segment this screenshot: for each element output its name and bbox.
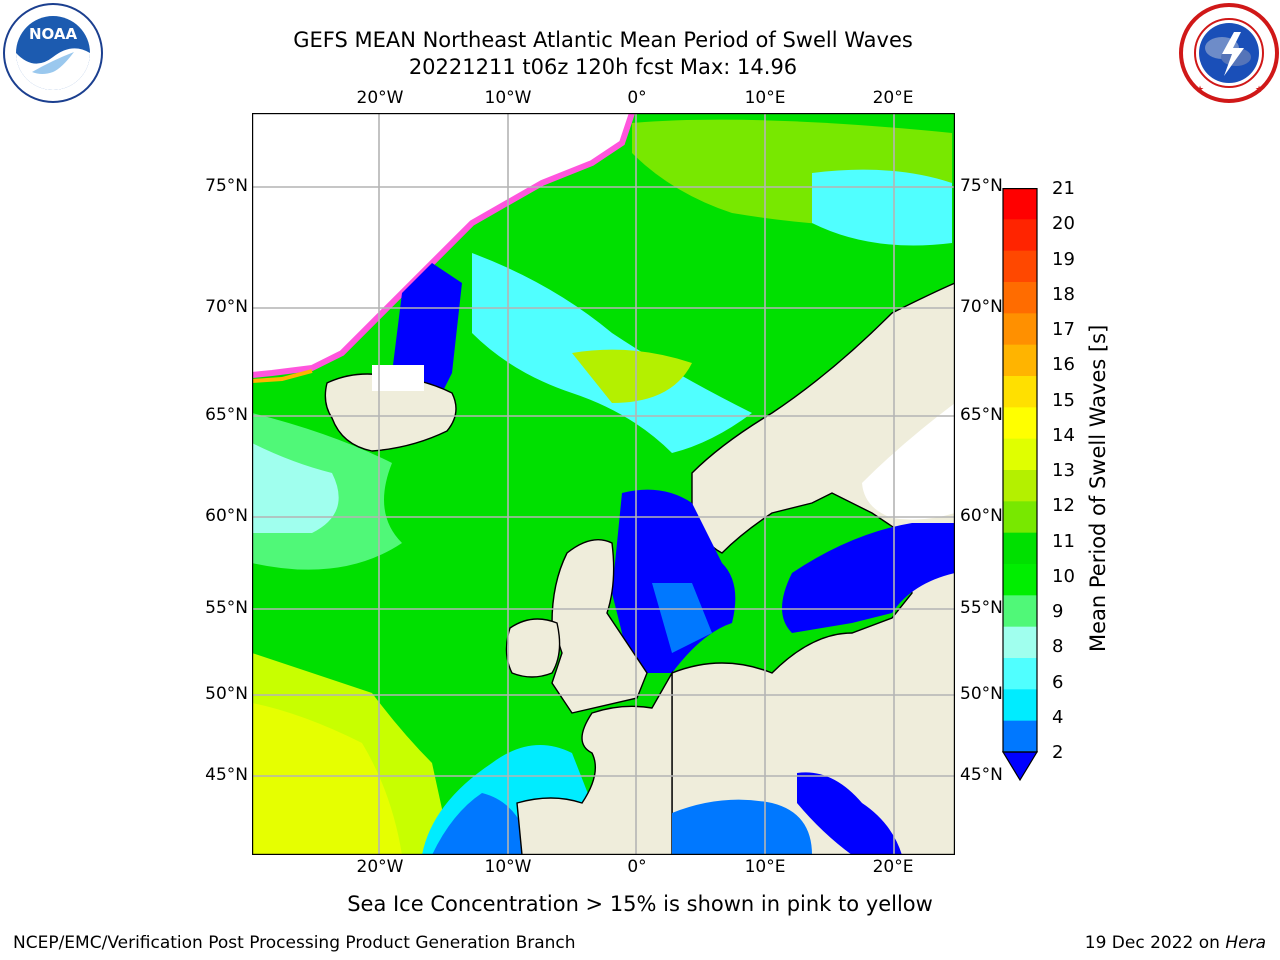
scandinavia-europe [671, 282, 955, 855]
ireland [505, 618, 561, 678]
lat-label-right-75n: 75°N [960, 176, 1003, 196]
noaa-logo: NOAA [3, 3, 103, 103]
colorbar-tick-label: 6 [1052, 671, 1064, 693]
colorbar-cell [1003, 564, 1037, 596]
lon-label-top-10e: 10°E [744, 88, 786, 108]
lon-label-bottom-10e: 10°E [744, 857, 786, 877]
colorbar-cell [1003, 470, 1037, 502]
france-iberia [516, 670, 673, 855]
colorbar-tick-label: 12 [1052, 495, 1075, 517]
map-frame [252, 113, 955, 855]
colorbar-cell [1003, 376, 1037, 408]
footer-date-text: 19 Dec 2022 on [1084, 933, 1226, 953]
colorbar-cell [1003, 501, 1037, 534]
swell-zone-norwegian-yellow [572, 349, 692, 403]
colorbar-tick-label: 13 [1052, 460, 1075, 481]
colorbar-cell [1003, 438, 1037, 471]
lat-label-left-60n: 60°N [205, 506, 248, 526]
footer-host: Hera [1225, 933, 1266, 953]
colorbar-label: Mean Period of Swell Waves [s] [1086, 324, 1110, 652]
colorbar-tick-label: 4 [1052, 706, 1064, 728]
colorbar-tick-label: 9 [1052, 601, 1064, 622]
graticule [252, 113, 955, 855]
lat-label-right-55n: 55°N [960, 598, 1003, 618]
colorbar-cell [1003, 532, 1037, 565]
colorbar-cell [1003, 595, 1037, 628]
lat-label-left-45n: 45°N [205, 765, 248, 785]
colorbar-tick-label: 8 [1052, 636, 1064, 658]
colorbar-tick-label: 11 [1052, 530, 1075, 552]
colorbar-cell [1003, 282, 1037, 314]
colorbar-cell [1003, 219, 1037, 252]
swell-zone-longest-period [252, 703, 402, 855]
lon-label-top-10w: 10°W [484, 88, 532, 108]
lon-label-top-20e: 20°E [872, 88, 914, 108]
footer-producer: NCEP/EMC/Verification Post Processing Pr… [13, 933, 576, 953]
swell-zone-biscay-blue [432, 793, 532, 855]
svg-text:★: ★ [1196, 85, 1204, 95]
lat-label-right-60n: 60°N [960, 506, 1003, 526]
swell-zone-iceland-east [252, 443, 339, 533]
lon-label-top-20w: 20°W [356, 88, 404, 108]
lon-label-bottom-0: 0° [627, 857, 647, 877]
north-sea-inner [652, 583, 712, 653]
colorbar-cell [1003, 658, 1037, 690]
colorbar-tick-label: 17 [1052, 319, 1075, 340]
lat-label-right-50n: 50°N [960, 684, 1003, 704]
lat-label-left-65n: 65°N [205, 405, 248, 425]
baltic-sea [782, 523, 955, 633]
colorbar [1001, 188, 1039, 782]
colorbar-cell [1003, 720, 1037, 753]
colorbar-under-arrow [1001, 751, 1039, 782]
swell-period-map [252, 113, 955, 855]
colorbar-cell [1003, 250, 1037, 283]
swell-zone-barents-cyan [812, 169, 952, 246]
great-britain [551, 539, 648, 714]
colorbar-cell [1003, 626, 1037, 659]
footer-date: 19 Dec 2022 on Hera [1085, 933, 1266, 953]
sea-ice-edge-yellow [252, 369, 313, 383]
colorbar-tick-label: 21 [1052, 178, 1075, 199]
iceland-unfilled [372, 365, 424, 391]
lat-label-right-65n: 65°N [960, 405, 1003, 425]
colorbar-tick-label: 15 [1052, 389, 1075, 411]
sea-ice-caption: Sea Ice Concentration > 15% is shown in … [347, 892, 933, 916]
colorbar-cell [1003, 344, 1037, 377]
colorbar-tick-label: 10 [1052, 565, 1075, 587]
colorbar-tick-label: 18 [1052, 283, 1075, 305]
adriatic-sea [797, 772, 902, 855]
lat-label-left-70n: 70°N [205, 297, 248, 317]
lon-label-bottom-20w: 20°W [356, 857, 404, 877]
colorbar-tick-label: 20 [1052, 213, 1075, 235]
lat-label-left-50n: 50°N [205, 684, 248, 704]
colorbar-cell [1003, 188, 1037, 220]
colorbar-tick-label: 14 [1052, 424, 1075, 446]
lat-label-left-55n: 55°N [205, 598, 248, 618]
sweden-unfilled [862, 403, 955, 520]
noaa-logo-text: NOAA [29, 25, 78, 43]
colorbar-tick-label: 19 [1052, 248, 1075, 270]
lat-label-right-70n: 70°N [960, 297, 1003, 317]
colorbar-cell [1003, 313, 1037, 346]
lon-label-top-0: 0° [627, 88, 647, 108]
lat-label-right-45n: 45°N [960, 765, 1003, 785]
mediterranean-sea [672, 799, 812, 855]
lat-label-left-75n: 75°N [205, 176, 248, 196]
colorbar-cell [1003, 407, 1037, 440]
colorbar-frame [1002, 188, 1038, 753]
nws-logo: ★ ★ [1179, 3, 1279, 103]
lon-label-bottom-20e: 20°E [872, 857, 914, 877]
colorbar-cell [1003, 689, 1037, 722]
lon-label-bottom-10w: 10°W [484, 857, 532, 877]
colorbar-tick-label: 2 [1052, 742, 1064, 763]
map-subtitle: 20221211 t06z 120h fcst Max: 14.96 [408, 55, 798, 79]
colorbar-tick-label: 16 [1052, 354, 1075, 376]
map-title: GEFS MEAN Northeast Atlantic Mean Period… [293, 28, 913, 52]
svg-text:★: ★ [1255, 85, 1263, 95]
